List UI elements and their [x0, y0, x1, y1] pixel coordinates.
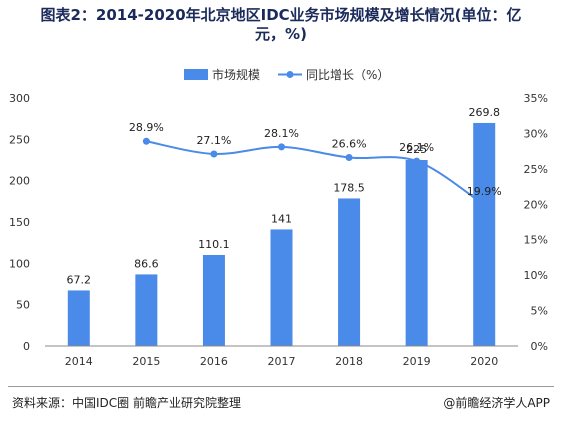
growth-value-label: 26.1%: [399, 141, 434, 154]
growth-point: [345, 154, 353, 162]
x-tick-label: 2020: [470, 355, 498, 368]
right-tick-label: 35%: [524, 92, 548, 105]
x-tick-label: 2014: [65, 355, 93, 368]
bar: [405, 160, 428, 346]
left-tick-label: 150: [9, 216, 30, 229]
right-tick-label: 10%: [524, 269, 548, 282]
bar-labels: 67.2 86.6 110.1 141 178.5 225 269.8: [67, 106, 500, 286]
growth-value-label: 27.1%: [196, 134, 231, 147]
source-note: 资料来源：中国IDC圈 前瞻产业研究院整理: [12, 396, 241, 410]
x-tick-label: 2015: [132, 355, 160, 368]
chart-title-line1: 图表2：2014-2020年北京地区IDC业务市场规模及增长情况(单位：亿: [40, 6, 522, 24]
bar: [202, 254, 225, 346]
credit-note: @前瞻经济学人APP: [443, 396, 550, 410]
growth-point: [142, 137, 150, 145]
left-tick-label: 200: [9, 175, 30, 188]
left-tick-label: 300: [9, 92, 30, 105]
x-tick-label: 2016: [200, 355, 228, 368]
x-tick-label: 2018: [335, 355, 363, 368]
x-axis-ticks: 2014 2015 2016 2017 2018 2019 2020: [65, 355, 498, 368]
legend: 市场规模 同比增长（%）: [184, 67, 389, 82]
bar-value-label: 178.5: [333, 181, 365, 194]
growth-line: [146, 140, 485, 206]
bar: [338, 198, 361, 346]
bar: [473, 122, 496, 346]
growth-labels: 28.9% 27.1% 28.1% 26.6% 26.1% 19.9%: [129, 121, 502, 198]
bar-value-label: 141: [271, 212, 292, 225]
legend-bar-label: 市场规模: [212, 67, 260, 82]
bars: [67, 122, 496, 346]
growth-points: [142, 137, 488, 209]
growth-point: [413, 157, 421, 165]
legend-line-label: 同比增长（%）: [306, 68, 389, 82]
bar: [67, 290, 90, 346]
left-tick-label: 50: [16, 299, 30, 312]
right-tick-label: 20%: [524, 198, 548, 211]
growth-point: [278, 143, 285, 151]
footer-divider: [8, 386, 554, 387]
x-tick-label: 2017: [268, 355, 296, 368]
legend-line-marker: [286, 71, 294, 78]
bar-value-label: 110.1: [198, 238, 230, 251]
chart-title-line2: 元，%): [255, 25, 307, 43]
chart-title: 图表2：2014-2020年北京地区IDC业务市场规模及增长情况(单位：亿 元，…: [0, 6, 562, 44]
growth-value-label: 19.9%: [467, 185, 502, 198]
growth-value-label: 28.9%: [129, 121, 164, 134]
right-tick-label: 5%: [531, 305, 548, 318]
left-tick-label: 0: [23, 340, 30, 353]
left-tick-label: 100: [9, 257, 30, 270]
right-tick-label: 15%: [524, 234, 548, 247]
left-axis-ticks: 0 50 100 150 200 250 300: [9, 92, 30, 353]
bar-value-label: 67.2: [67, 273, 92, 286]
bar: [270, 229, 293, 346]
growth-point: [480, 201, 488, 209]
right-axis-ticks: 0% 5% 10% 15% 20% 25% 30% 35%: [524, 92, 548, 353]
left-tick-label: 250: [9, 133, 30, 146]
bar-value-label: 86.6: [134, 257, 159, 270]
right-tick-label: 0%: [531, 340, 548, 353]
growth-value-label: 26.6%: [332, 138, 367, 151]
bar-value-label: 225: [406, 143, 427, 156]
right-tick-label: 30%: [524, 127, 548, 140]
bar: [135, 274, 158, 346]
growth-value-label: 28.1%: [264, 127, 299, 140]
legend-bar-swatch: [184, 69, 208, 80]
growth-point: [210, 150, 218, 158]
x-tick-label: 2019: [403, 355, 431, 368]
right-tick-label: 25%: [524, 163, 548, 176]
bar-value-label: 269.8: [468, 106, 500, 119]
